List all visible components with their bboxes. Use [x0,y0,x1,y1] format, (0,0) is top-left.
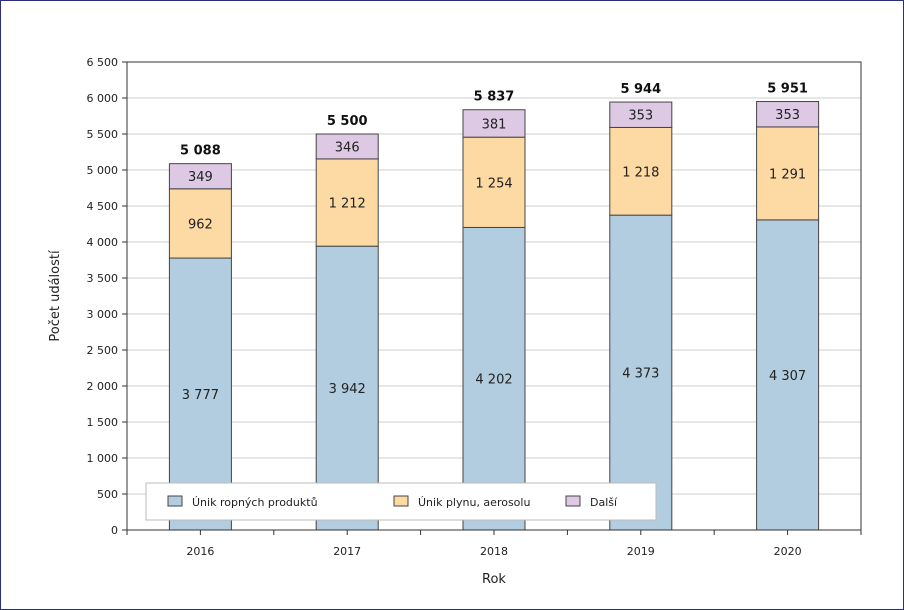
data-label: 3 777 [182,388,219,403]
data-label: 1 212 [329,197,366,212]
bar-segment-2 [609,126,673,216]
x-tick-label: 2016 [186,545,214,558]
y-tick-label: 2 000 [87,380,119,393]
bar-segment-2 [168,188,232,259]
y-tick-label: 4 000 [87,236,119,249]
bar-group-2017: 3 942 1 212 346 5 500 [315,114,379,531]
y-axis-ticks: 0 500 1 000 1 500 2 000 2 500 3 000 3 500 4 000 4… [87,56,127,537]
data-label: 353 [628,109,653,124]
bar-group-2019: 4 373 1 218 353 5 944 [609,82,673,531]
total-label: 5 088 [180,144,221,159]
bar-group-2020: 4 307 1 291 353 5 951 [756,82,820,531]
x-tick-label: 2020 [774,545,802,558]
legend-item: Únik plynu, aerosolu [393,495,530,509]
data-label: 346 [335,140,360,155]
bar-segment-3 [756,101,820,128]
legend-swatch [565,495,581,507]
total-label: 5 944 [620,82,661,97]
data-label: 3 942 [329,382,366,397]
data-label: 349 [188,170,213,185]
bar-segment-3 [315,133,379,160]
y-tick-label: 6 000 [87,92,119,105]
bar-segment-3 [462,109,526,138]
legend: Únik ropných produktů Únik plynu, aerosol… [145,482,657,521]
y-tick-label: 0 [111,524,118,537]
data-label: 4 307 [769,369,806,384]
data-label: 1 254 [475,176,512,191]
legend-label: Únik ropných produktů [192,496,318,509]
data-label: 1 218 [622,165,659,180]
legend-item: Další [565,495,618,509]
x-axis-title: Rok [482,572,506,587]
x-tick-label: 2017 [333,545,361,558]
y-tick-label: 500 [97,488,118,501]
bar-segment-3 [609,101,673,128]
total-label: 5 951 [767,82,808,97]
bar-group-2016: 3 777 962 349 5 088 [168,144,232,531]
y-axis-title: Počet událostí [48,250,63,342]
y-tick-label: 5 000 [87,164,119,177]
legend-swatch [393,495,409,507]
y-tick-label: 3 500 [87,272,119,285]
y-tick-label: 1 000 [87,452,119,465]
legend-label: Únik plynu, aerosolu [418,496,530,509]
y-tick-label: 2 500 [87,344,119,357]
data-label: 962 [188,217,213,232]
plot-area-border [126,61,862,531]
bar-segment-1 [756,219,820,531]
bar-segment-2 [462,136,526,228]
data-label: 1 291 [769,167,806,182]
legend-item: Únik ropných produktů [167,495,318,509]
bar-group-2018: 4 202 1 254 381 5 837 [462,90,526,531]
bar-segment-1 [609,214,673,531]
y-tick-label: 1 500 [87,416,119,429]
data-label: 381 [482,117,507,132]
y-tick-label: 4 500 [87,200,119,213]
bar-segment-1 [462,226,526,531]
legend-swatch [167,495,183,507]
x-axis-ticks: 2016 2017 2018 2019 2020 [126,530,862,558]
bars: 3 777 962 349 5 088 3 942 1 212 346 5 500 4 202 1… [168,82,820,531]
data-label: 4 373 [622,367,659,382]
data-label: 353 [775,108,800,123]
data-label: 4 202 [475,373,512,388]
bar-segment-3 [168,163,232,190]
y-tick-label: 5 500 [87,128,119,141]
bar-segment-2 [756,126,820,221]
bar-segment-2 [315,158,379,247]
legend-label: Další [590,496,618,509]
total-label: 5 500 [327,114,368,129]
total-label: 5 837 [474,90,515,105]
x-tick-label: 2019 [627,545,655,558]
y-tick-label: 6 500 [87,56,119,69]
y-tick-label: 3 000 [87,308,119,321]
x-tick-label: 2018 [480,545,508,558]
